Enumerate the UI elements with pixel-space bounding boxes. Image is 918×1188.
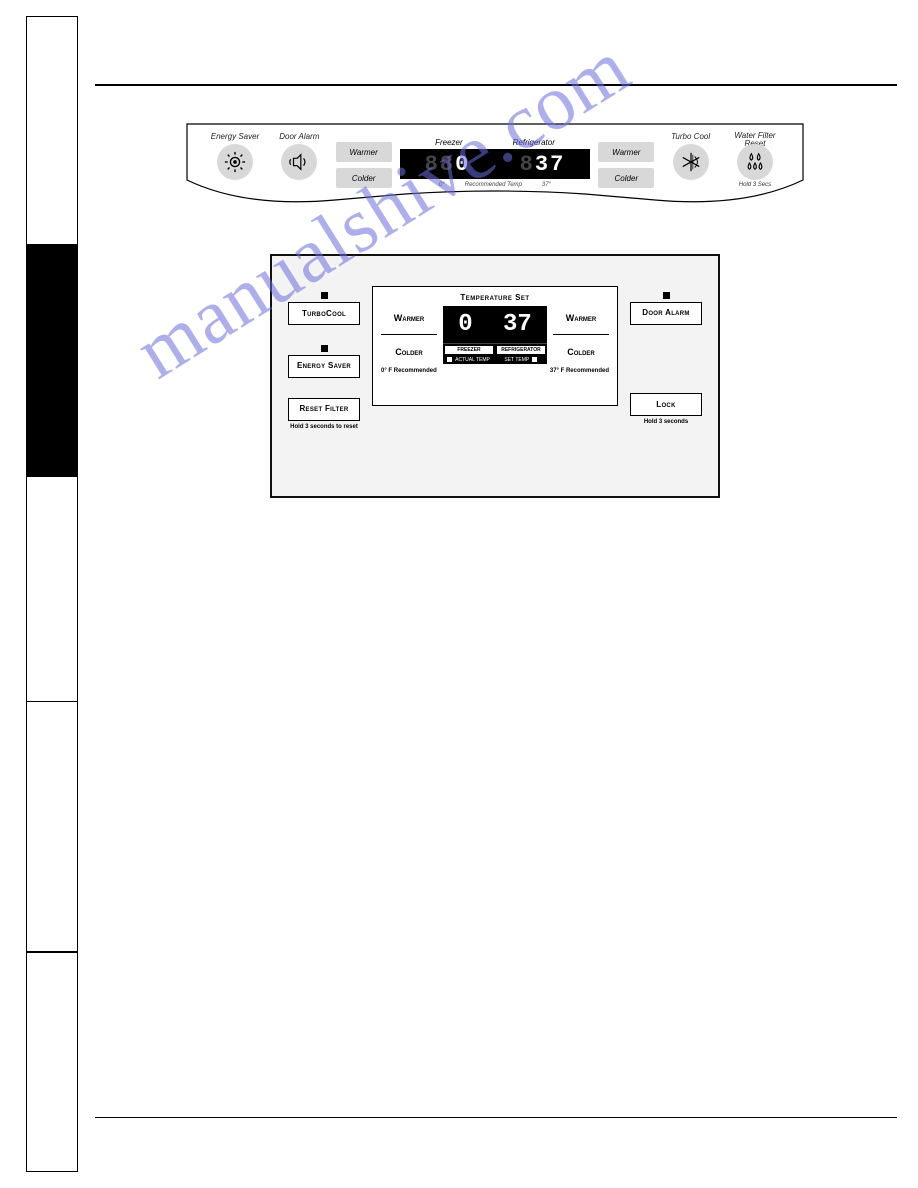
water-drops-icon — [744, 151, 766, 173]
door-alarm-button-group: Door Alarm — [271, 132, 327, 180]
snowflake-fan-icon — [680, 151, 702, 173]
door-alarm-button[interactable] — [281, 144, 317, 180]
reset-filter-sq-group: Reset Filter Hold 3 seconds to reset — [288, 398, 360, 430]
side-tab-1[interactable] — [27, 17, 77, 245]
panel1-display: Freezer Refrigerator 880 837 0° Recommen… — [400, 138, 590, 188]
turbo-cool-label: Turbo Cool — [671, 132, 710, 142]
energy-saver-sq-button[interactable]: Energy Saver — [288, 355, 360, 378]
door-alarm-sq-group: Door Alarm — [630, 292, 702, 325]
page-body: Energy Saver Door Alarm Warmer Colder Fr… — [95, 14, 897, 1174]
panel2-warmer-left[interactable]: Warmer — [381, 310, 437, 326]
panel1-freezer-value: 0 — [455, 152, 470, 177]
door-alarm-label: Door Alarm — [279, 132, 319, 142]
panel1-freezer-label: Freezer — [435, 138, 463, 147]
set-temp-label: SET TEMP — [495, 356, 547, 364]
panel2-freezer-label: FREEZER — [444, 345, 494, 355]
panel1-refrigerator-label: Refrigerator — [513, 138, 555, 147]
panel1-refrig-value: 37 — [535, 152, 565, 177]
side-tab-2-active[interactable] — [27, 245, 77, 477]
sound-waves-icon — [288, 151, 310, 173]
panel2-colder-right[interactable]: Colder — [553, 344, 609, 360]
control-panel-rect: TurboCool Energy Saver Reset Filter Hold… — [270, 254, 720, 498]
panel2-center-display: Temperature Set Warmer Colder 0 37 FREEZ — [372, 286, 618, 406]
panel2-right-buttons: Door Alarm Lock Hold 3 seconds — [630, 292, 702, 425]
lock-sq-button[interactable]: Lock — [630, 393, 702, 416]
panel2-refrig-label: REFRIGERATOR — [496, 345, 546, 355]
temperature-set-title: Temperature Set — [381, 293, 609, 302]
panel2-refrig-value: 37 — [503, 311, 532, 338]
panel1-lcd: 880 837 — [400, 149, 590, 179]
reset-filter-sq-button[interactable]: Reset Filter — [288, 398, 360, 421]
panel2-colder-left[interactable]: Colder — [381, 344, 437, 360]
sun-gear-icon — [224, 151, 246, 173]
control-panel-curved: Energy Saver Door Alarm Warmer Colder Fr… — [185, 122, 805, 212]
side-tab-5[interactable] — [27, 952, 77, 953]
energy-saver-button-group: Energy Saver — [207, 132, 263, 180]
panel1-colder-left[interactable]: Colder — [336, 168, 392, 188]
turbo-cool-button[interactable] — [673, 144, 709, 180]
panel1-warmer-right[interactable]: Warmer — [598, 142, 654, 162]
panel1-warmer-left[interactable]: Warmer — [336, 142, 392, 162]
panel1-refrig-dim: 8 — [520, 152, 535, 177]
panel2-lcd: 0 37 FREEZER REFRIGERATOR ACTUAL TEMP SE… — [443, 306, 547, 364]
panel2-wc-left: Warmer Colder — [381, 306, 437, 364]
door-alarm-indicator — [663, 292, 670, 299]
panel1-freezer-dim: 88 — [425, 152, 455, 177]
reset-filter-sub: Hold 3 seconds to reset — [288, 424, 360, 430]
panel2-warmer-right[interactable]: Warmer — [553, 310, 609, 326]
door-alarm-sq-button[interactable]: Door Alarm — [630, 302, 702, 325]
rec-left: 0° F Recommended — [381, 368, 437, 374]
panel2-wc-right: Warmer Colder — [553, 306, 609, 364]
water-filter-button-group: Water Filter Reset Hold 3 Secs — [727, 132, 783, 188]
side-tab-4[interactable] — [27, 702, 77, 952]
mid-rule — [95, 1117, 897, 1118]
energy-saver-sq-group: Energy Saver — [288, 345, 360, 378]
panel1-colder-right[interactable]: Colder — [598, 168, 654, 188]
lock-sub: Hold 3 seconds — [630, 419, 702, 425]
turbo-cool-button-group: Turbo Cool — [663, 132, 719, 180]
energy-saver-label: Energy Saver — [211, 132, 259, 142]
turbocool-indicator — [321, 292, 328, 299]
energy-saver-indicator — [321, 345, 328, 352]
panel1-footer-mid: Recommended Temp — [465, 182, 522, 188]
panel1-footer-left: 0° — [439, 182, 445, 188]
panel2-left-buttons: TurboCool Energy Saver Reset Filter Hold… — [288, 292, 360, 430]
water-filter-sub: Hold 3 Secs — [739, 182, 771, 188]
turbocool-sq-group: TurboCool — [288, 292, 360, 325]
lock-sq-group: Lock Hold 3 seconds — [630, 393, 702, 425]
water-filter-reset-button[interactable] — [737, 144, 773, 180]
side-tabs — [26, 16, 78, 1172]
energy-saver-button[interactable] — [217, 144, 253, 180]
actual-temp-label: ACTUAL TEMP — [443, 356, 495, 364]
panel1-right-warmer-colder: Warmer Colder — [598, 142, 654, 188]
panel1-footer-right: 37° — [542, 182, 551, 188]
side-tab-3[interactable] — [27, 477, 77, 702]
top-rule — [95, 84, 897, 86]
panel1-left-warmer-colder: Warmer Colder — [336, 142, 392, 188]
water-filter-label: Water Filter Reset — [727, 132, 783, 142]
rec-right: 37° F Recommended — [550, 368, 609, 374]
panel2-freezer-value: 0 — [458, 311, 472, 338]
turbocool-sq-button[interactable]: TurboCool — [288, 302, 360, 325]
